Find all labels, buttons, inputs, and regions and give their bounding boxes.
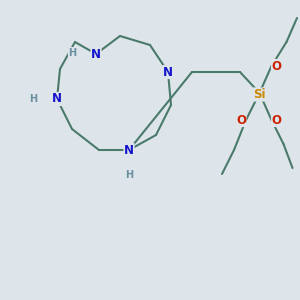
Text: H: H	[125, 169, 133, 179]
Text: N: N	[52, 92, 62, 106]
Text: H: H	[68, 47, 76, 58]
Text: O: O	[236, 113, 246, 127]
Text: H: H	[29, 94, 38, 104]
Text: N: N	[91, 47, 101, 61]
Text: Si: Si	[253, 88, 266, 101]
Text: O: O	[272, 113, 281, 127]
Text: N: N	[124, 143, 134, 157]
Text: N: N	[163, 65, 173, 79]
Text: O: O	[272, 59, 281, 73]
